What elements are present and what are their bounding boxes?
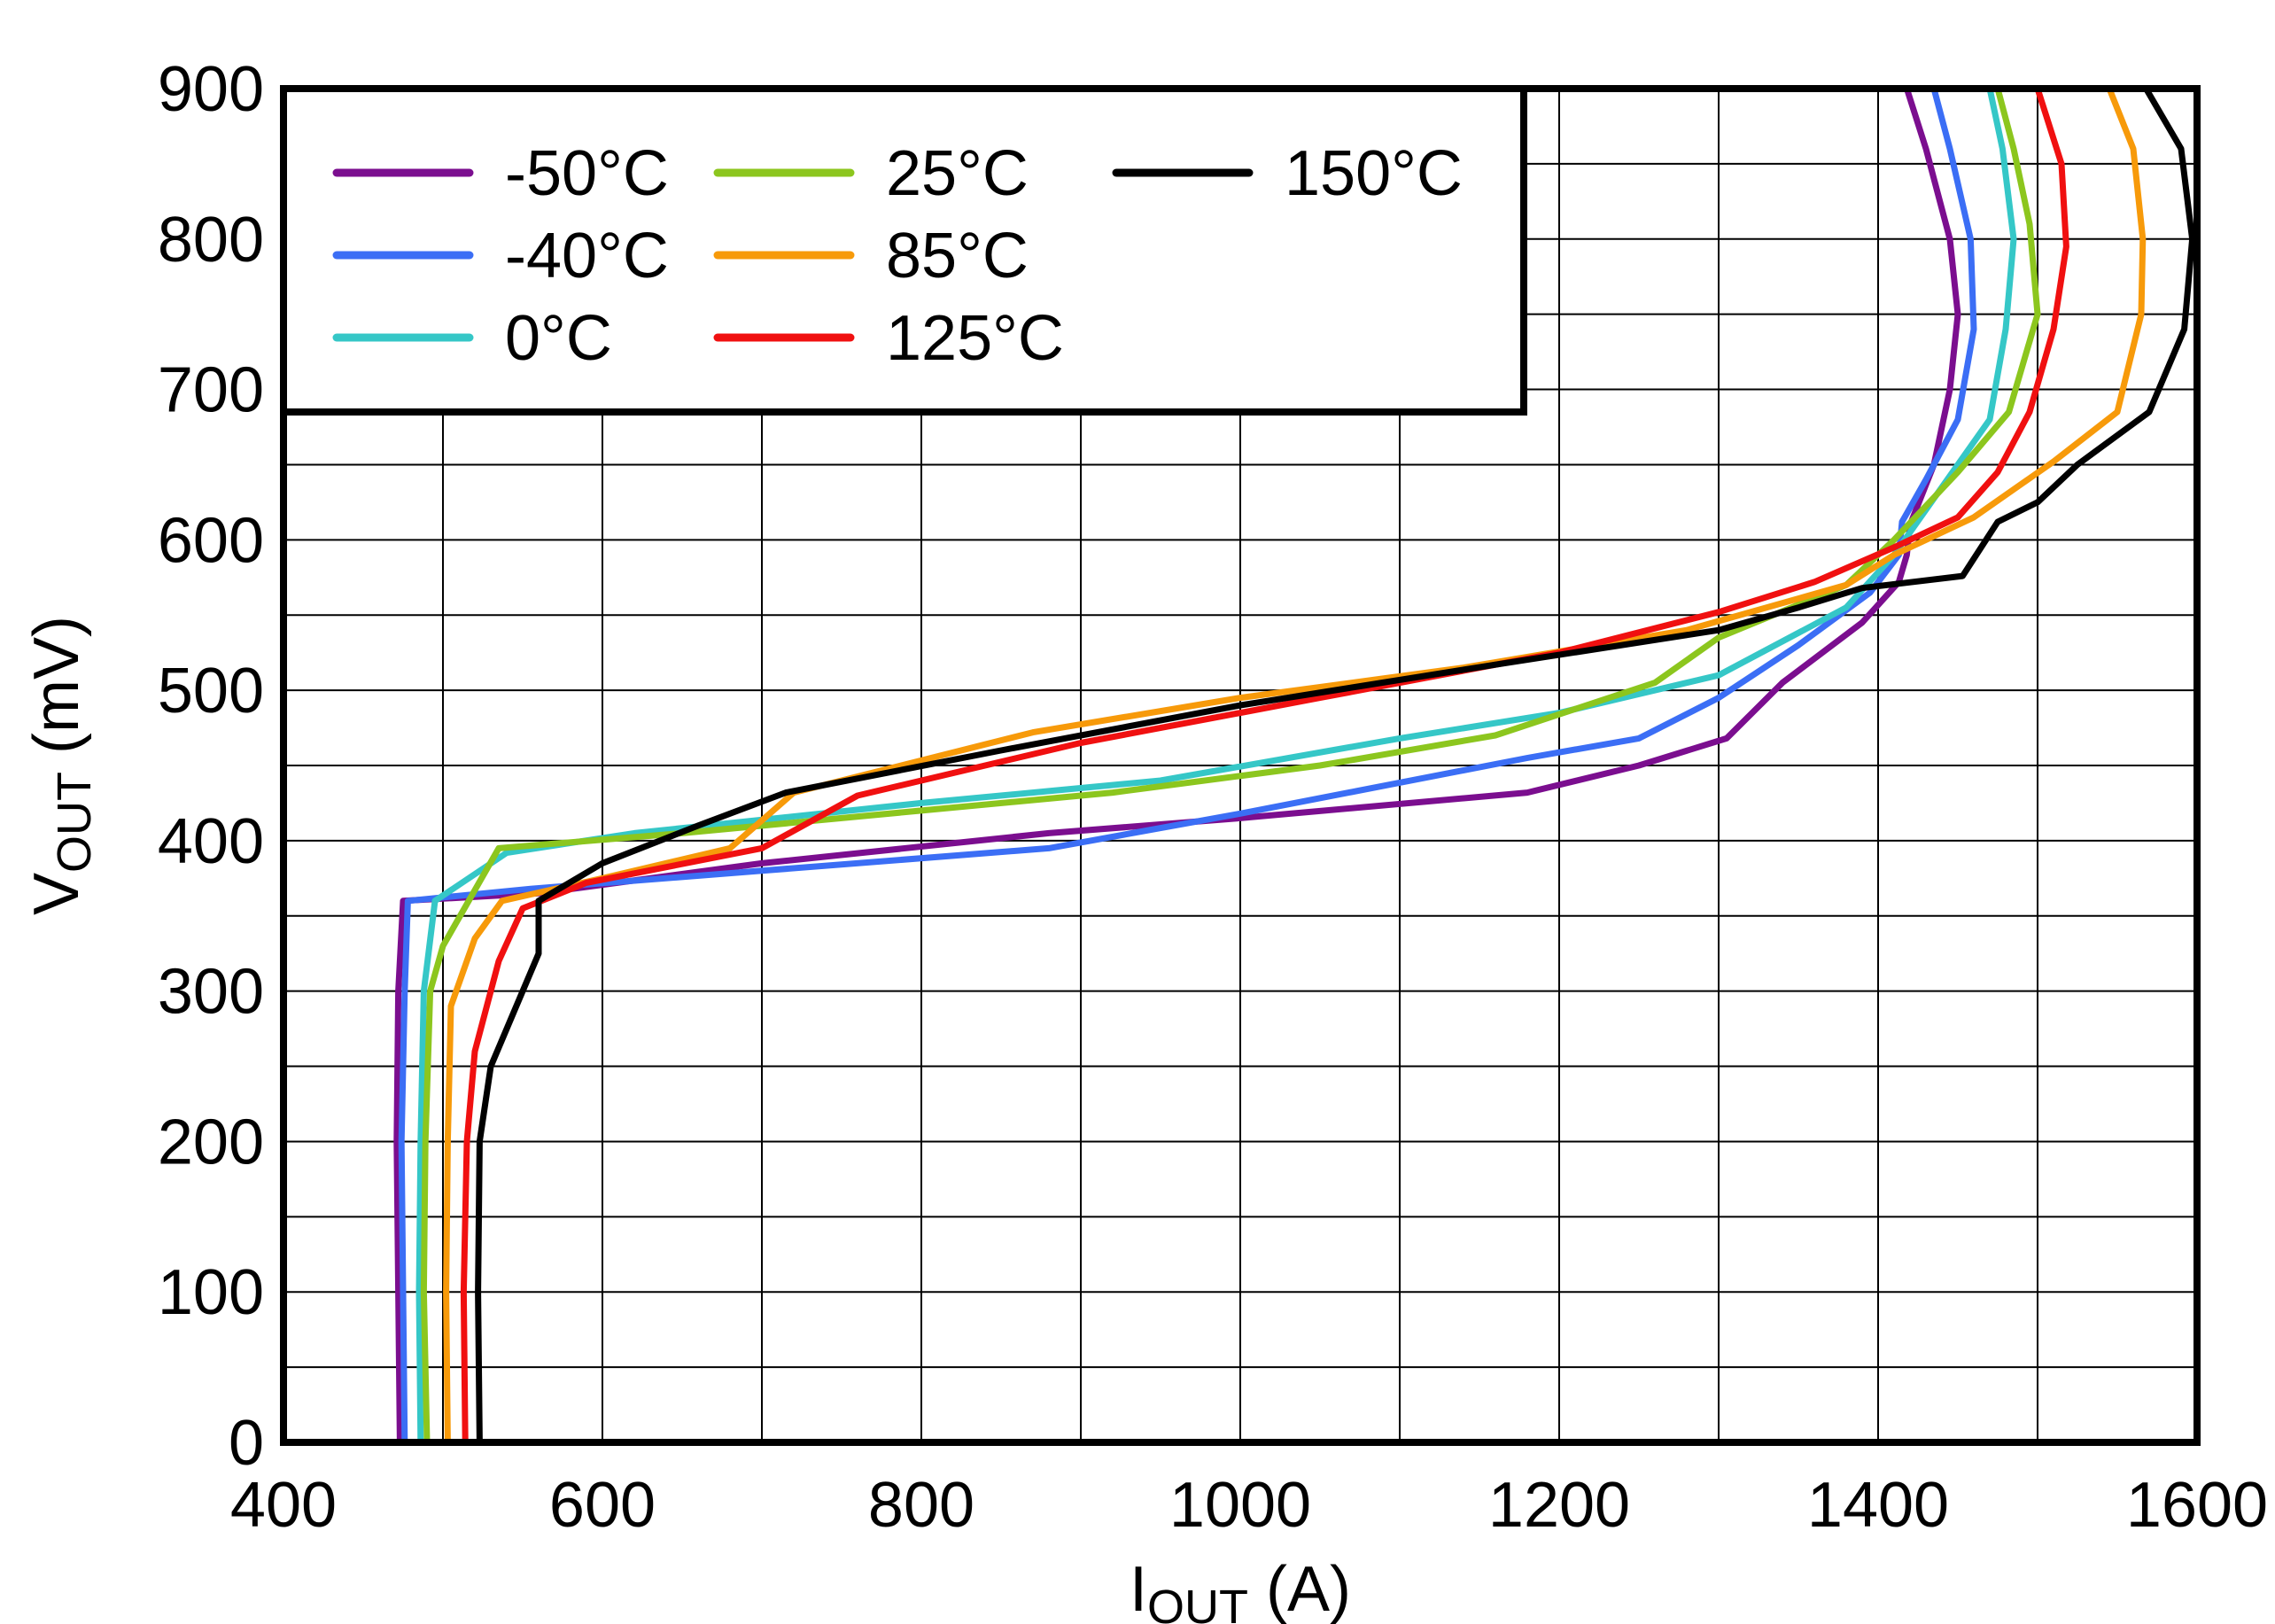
y-tick-label: 400	[158, 806, 264, 877]
x-axis-label-main: I	[1130, 1554, 1147, 1624]
y-tick-label: 100	[158, 1257, 264, 1328]
x-axis-label-unit: (A)	[1248, 1554, 1351, 1624]
legend-box	[280, 85, 1527, 416]
y-tick-label: 0	[229, 1408, 264, 1479]
x-tick-label: 1200	[1488, 1470, 1630, 1541]
legend-item: 25°C	[713, 138, 1029, 209]
legend-label: -40°C	[505, 221, 669, 291]
x-tick-label: 400	[230, 1470, 337, 1541]
legend-item: -40°C	[332, 221, 669, 291]
series-line-5	[443, 85, 2147, 1446]
series-line-4	[420, 85, 2041, 1446]
series-line-3	[415, 85, 2017, 1446]
legend-label: 125°C	[886, 303, 1064, 374]
x-tick-label: 1600	[2126, 1470, 2268, 1541]
series-line-2	[398, 85, 1977, 1446]
y-axis-label: VOUT (mV)	[21, 616, 101, 915]
y-tick-label: 900	[158, 54, 264, 125]
y-tick-label: 600	[158, 505, 264, 576]
legend-label: -50°C	[505, 138, 669, 209]
y-tick-label: 700	[158, 355, 264, 426]
y-axis-label-main: V	[21, 873, 92, 915]
y-axis-label-unit: (mV)	[21, 616, 92, 772]
series-line-1	[393, 85, 1961, 1446]
legend-label: 25°C	[886, 138, 1029, 209]
x-tick-label: 800	[868, 1470, 974, 1541]
x-tick-label: 600	[549, 1470, 656, 1541]
x-axis-label: IOUT (A)	[1130, 1554, 1351, 1624]
y-tick-label: 500	[158, 656, 264, 727]
legend-label: 150°C	[1285, 138, 1463, 209]
legend-item: 0°C	[332, 303, 612, 374]
y-tick-label: 300	[158, 957, 264, 1028]
legend: -50°C -40°C 0°C 25°C 85°C 125°C 150°C	[280, 85, 1527, 416]
legend-item: -50°C	[332, 138, 669, 209]
y-tick-label: 200	[158, 1107, 264, 1177]
y-tick-labels: 0 100 200 300 400 500 600 700 800 900	[158, 54, 264, 1479]
legend-item: 85°C	[713, 221, 1029, 291]
legend-label: 85°C	[886, 221, 1029, 291]
y-tick-label: 800	[158, 205, 264, 276]
series-layer	[393, 85, 2196, 1446]
legend-item: 125°C	[713, 303, 1064, 374]
series-line-7	[475, 85, 2196, 1446]
x-tick-label: 1000	[1169, 1470, 1311, 1541]
y-axis-label-sub: OUT	[48, 772, 101, 873]
x-tick-labels: 400 600 800 1000 1200 1400 1600	[230, 1470, 2268, 1541]
x-axis-label-sub: OUT	[1147, 1581, 1248, 1624]
legend-label: 0°C	[505, 303, 612, 374]
legend-item: 150°C	[1112, 138, 1463, 209]
x-tick-label: 1400	[1807, 1470, 1949, 1541]
